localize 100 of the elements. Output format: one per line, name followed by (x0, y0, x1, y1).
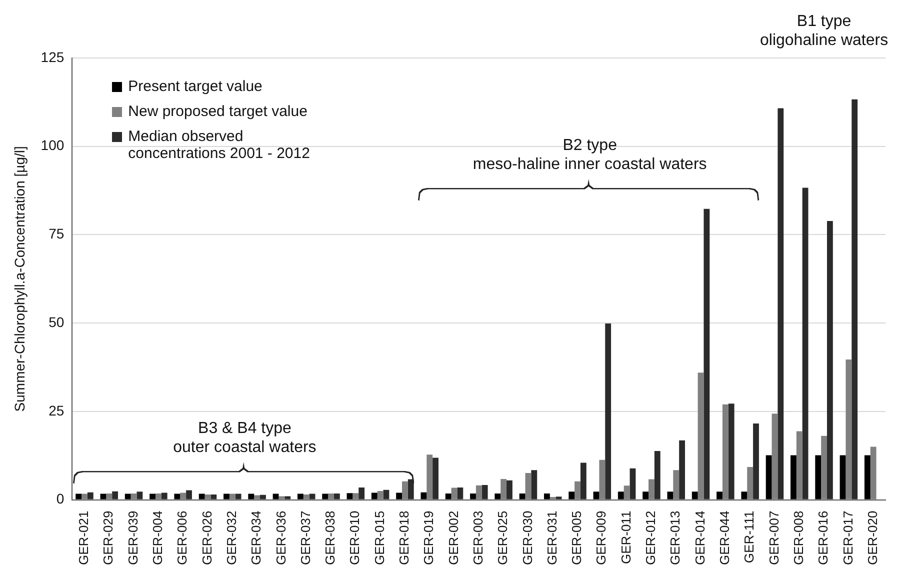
bar (402, 481, 408, 500)
bar (796, 431, 802, 500)
bar (150, 494, 156, 500)
x-tick-label: GER-005 (569, 510, 584, 566)
bar (426, 454, 433, 500)
bar (254, 495, 260, 500)
bar (506, 480, 512, 500)
bar (371, 492, 378, 500)
bar (728, 404, 734, 500)
bar (346, 493, 353, 500)
bar (772, 414, 778, 500)
x-tick-label: GER-036 (273, 510, 288, 566)
bar (593, 492, 600, 500)
bar (204, 494, 211, 500)
x-tick-label: GER-044 (717, 510, 732, 566)
bar (741, 492, 748, 500)
bar (210, 494, 217, 500)
y-tick-label: 125 (40, 48, 64, 65)
bar (408, 479, 414, 500)
x-tick-label: GER-029 (100, 510, 116, 566)
bar (396, 492, 402, 500)
x-tick-label: GER-034 (248, 510, 264, 566)
x-tick-label: GER-025 (495, 510, 510, 566)
bar (476, 485, 482, 500)
x-tick-label: GER-002 (446, 510, 461, 566)
annotation: B2 type meso-haline inner coastal waters (472, 136, 708, 174)
x-tick-label: GER-010 (347, 510, 362, 566)
bar (802, 188, 808, 500)
bar (328, 493, 334, 500)
legend-label: Present target value (128, 78, 262, 95)
bar (106, 493, 112, 500)
x-tick-label: GER-017 (840, 510, 856, 566)
y-axis-title: Summer-Chlorophyll.a-Concentration [µg/l] (11, 146, 28, 412)
bar (482, 484, 488, 500)
legend-label: New proposed target value (128, 103, 308, 120)
bar (599, 460, 606, 500)
x-tick-label: GER-026 (199, 510, 214, 566)
bar (679, 440, 685, 500)
x-tick-label: GER-111 (742, 510, 757, 564)
bar (198, 494, 205, 500)
x-tick-label: GER-014 (692, 510, 708, 566)
bar (377, 490, 384, 500)
x-tick-label: GER-003 (470, 510, 486, 566)
bar (704, 208, 710, 500)
bar (112, 491, 118, 500)
bar (82, 494, 88, 500)
bar (550, 496, 556, 500)
bar (630, 468, 636, 500)
x-tick-label: GER-020 (864, 510, 880, 566)
bar (284, 496, 291, 500)
bar (494, 493, 501, 500)
x-tick-label: GER-016 (816, 510, 831, 566)
bar (531, 470, 538, 500)
bar (747, 466, 754, 500)
bar (155, 493, 162, 500)
legend-label: Median observed concentrations 2001 - 2012 (128, 128, 311, 162)
bar (864, 455, 870, 500)
x-tick-label: GER-013 (668, 510, 683, 566)
bar (297, 494, 304, 500)
bar (673, 470, 680, 500)
x-tick-label: GER-011 (618, 510, 634, 564)
y-tick-label: 25 (48, 402, 64, 418)
bar (432, 458, 438, 500)
bar (352, 493, 359, 500)
y-tick-label: 0 (56, 490, 64, 507)
bar (544, 493, 550, 500)
bar (815, 455, 822, 500)
text: B1 type oligohaline waters (758, 12, 890, 50)
bar (642, 492, 649, 500)
bar (334, 493, 340, 500)
x-tick-label: GER-007 (766, 510, 782, 566)
bar (358, 487, 365, 500)
bar (624, 486, 630, 500)
bar (235, 494, 242, 500)
y-tick-label: 100 (40, 137, 64, 154)
x-tick-label: GER-021 (76, 510, 92, 566)
x-tick-label: GER-019 (421, 510, 436, 566)
bar (383, 490, 390, 500)
bar (130, 493, 137, 500)
bar (161, 492, 168, 500)
bar (124, 494, 131, 500)
bar (278, 496, 285, 500)
x-tick-label: GER-015 (372, 510, 387, 566)
bar (568, 492, 575, 500)
annotation: B3 & B4 type outer coastal waters (172, 419, 318, 458)
x-tick-label: GER-030 (520, 510, 535, 566)
x-tick-label: GER-009 (594, 510, 609, 566)
x-tick-label: GER-031 (544, 510, 560, 566)
bar (519, 493, 526, 500)
bar (667, 492, 674, 500)
bar (790, 455, 796, 500)
bar (180, 492, 186, 500)
bar (322, 494, 328, 500)
bar (420, 492, 427, 500)
bar (248, 494, 254, 500)
bar (260, 494, 266, 500)
bar (821, 436, 827, 500)
bar (500, 478, 507, 500)
y-tick-label: 50 (48, 314, 64, 330)
bar (574, 481, 580, 500)
